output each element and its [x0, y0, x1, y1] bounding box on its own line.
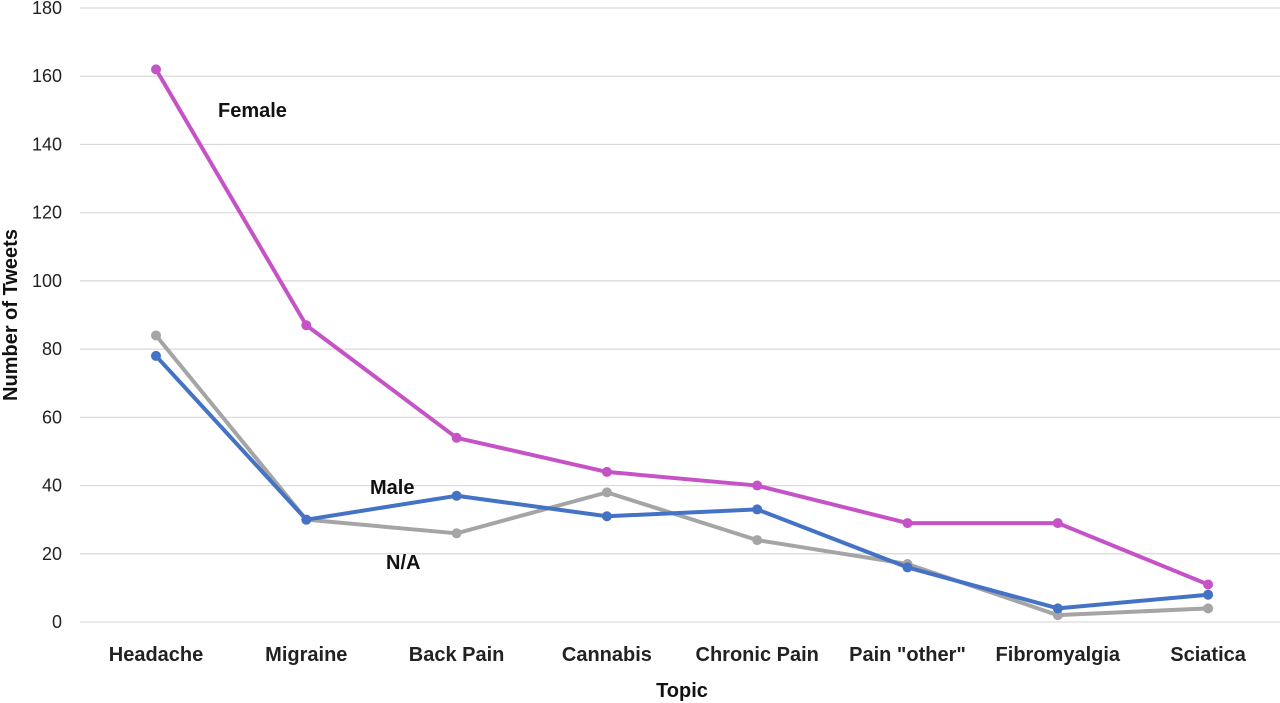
data-point	[902, 518, 913, 529]
series-label: N/A	[386, 552, 420, 574]
series-label: Female	[218, 100, 287, 122]
data-point	[752, 535, 763, 546]
x-axis-ticks: Headache Migraine Back Pain Cannabis Chronic…	[109, 644, 1247, 666]
x-tick-label: Back Pain	[409, 644, 505, 666]
y-tick-label: 0	[52, 612, 62, 632]
x-tick-label: Fibromyalgia	[996, 644, 1121, 666]
series-label: Male	[370, 477, 414, 499]
y-axis-title: Number of Tweets	[0, 229, 22, 401]
data-point	[1052, 518, 1063, 529]
y-tick-label: 120	[32, 203, 62, 223]
x-tick-label: Cannabis	[562, 644, 652, 666]
data-point	[151, 330, 161, 341]
x-tick-label: Chronic Pain	[696, 644, 819, 666]
x-tick-label: Migraine	[265, 644, 347, 666]
y-tick-label: 20	[42, 544, 62, 564]
series-n-a	[151, 330, 1214, 621]
data-point	[601, 487, 612, 498]
series-female	[151, 64, 1214, 590]
series-labels: Female Male N/A	[218, 100, 420, 574]
data-point	[752, 480, 763, 491]
series-male	[151, 350, 1214, 614]
data-point	[451, 432, 462, 443]
y-tick-label: 100	[32, 271, 62, 291]
x-tick-label: Pain "other"	[849, 644, 966, 666]
data-point	[151, 64, 161, 75]
series-line	[154, 333, 1211, 618]
data-point	[301, 514, 312, 525]
data-point	[601, 511, 612, 522]
data-point	[1052, 603, 1063, 614]
series-line	[154, 353, 1211, 611]
y-tick-label: 40	[42, 476, 62, 496]
data-point	[151, 350, 161, 361]
y-tick-label: 180	[32, 0, 62, 18]
series-group	[151, 64, 1214, 621]
data-point	[451, 528, 462, 539]
data-point	[1203, 603, 1214, 614]
data-point	[1203, 579, 1214, 590]
y-tick-label: 80	[42, 339, 62, 359]
y-tick-label: 60	[42, 407, 62, 427]
data-point	[601, 466, 612, 477]
x-axis-title: Topic	[656, 680, 708, 702]
data-point	[301, 320, 312, 331]
data-point	[1203, 589, 1214, 600]
x-tick-label: Headache	[109, 644, 204, 666]
y-tick-label: 160	[32, 66, 62, 86]
data-point	[451, 490, 462, 501]
data-point	[902, 562, 913, 573]
y-tick-label: 140	[32, 134, 62, 154]
y-axis-ticks: 0 20 40 60 80 100 120 140 160 180	[32, 0, 62, 632]
data-point	[752, 504, 763, 515]
series-line	[154, 67, 1211, 587]
x-tick-label: Sciatica	[1170, 644, 1246, 666]
